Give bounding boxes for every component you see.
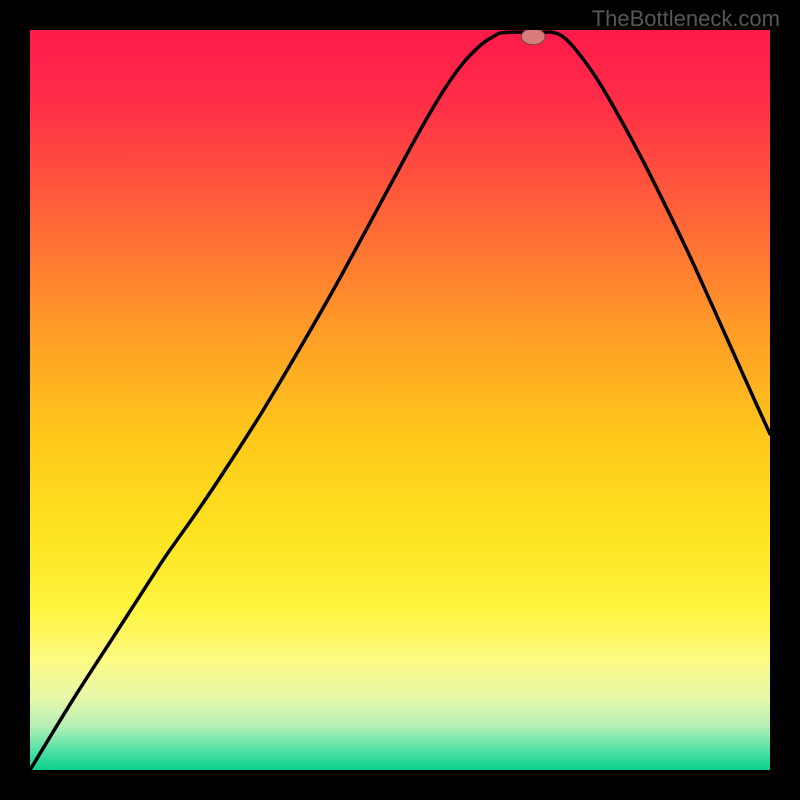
watermark-text: TheBottleneck.com bbox=[592, 6, 780, 32]
chart-svg bbox=[30, 30, 770, 770]
chart-plot-area bbox=[30, 30, 770, 770]
min-marker bbox=[521, 30, 545, 45]
gradient-background bbox=[30, 30, 770, 770]
